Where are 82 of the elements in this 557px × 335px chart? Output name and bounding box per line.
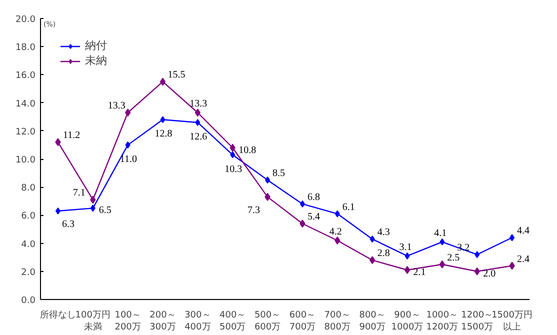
point <box>404 266 410 274</box>
data-label: 12.6 <box>190 131 208 142</box>
x-tick-label: 300～ 400万 <box>184 310 211 332</box>
x-tick-label: 900～ 1000万 <box>391 310 424 332</box>
point <box>509 262 515 270</box>
data-label: 10.8 <box>238 144 256 156</box>
data-label: 6.1 <box>342 202 355 213</box>
point <box>334 210 340 218</box>
point <box>55 207 60 214</box>
point <box>510 234 515 242</box>
point <box>194 108 201 117</box>
x-tick-label: 800～ 900万 <box>359 310 386 332</box>
x-tick-label: 100～ 200万 <box>114 310 141 332</box>
y-tick-label: 16.0 <box>15 71 36 82</box>
x-tick-label: 200～ 300万 <box>150 310 176 332</box>
point <box>370 236 375 243</box>
point <box>474 267 480 276</box>
data-label: 7.1 <box>72 188 86 199</box>
point <box>439 260 446 268</box>
data-label: 12.8 <box>154 128 172 140</box>
point <box>230 151 236 158</box>
x-tick-label: 所得なし <box>40 310 76 320</box>
data-label: 6.5 <box>98 205 112 216</box>
data-label: 10.3 <box>224 164 242 175</box>
point <box>440 238 445 246</box>
x-tick-label: 500～ 600万 <box>254 310 281 332</box>
data-label: 4.3 <box>377 227 390 238</box>
y-tick-label: 6.0 <box>21 212 36 222</box>
data-label: 6.3 <box>62 218 74 230</box>
point <box>90 204 96 212</box>
data-label: 3.1 <box>399 242 412 253</box>
y-tick-label: 4.0 <box>21 240 36 250</box>
point <box>404 252 410 260</box>
data-label: 13.3 <box>190 98 208 110</box>
x-tick-label: 700～ 800万 <box>324 310 350 332</box>
point <box>195 118 200 126</box>
data-label: 2.4 <box>517 254 530 265</box>
point <box>160 78 166 86</box>
data-label: 2.1 <box>413 266 426 278</box>
point <box>369 256 376 264</box>
y-tick-label: 8.0 <box>21 184 36 194</box>
data-label: 11.2 <box>62 130 80 142</box>
data-label: 11.0 <box>120 154 137 165</box>
x-tick-label: 400～ 500万 <box>220 310 246 332</box>
y-tick-label: 20.0 <box>15 15 36 25</box>
y-tick-label: 14.0 <box>15 99 36 110</box>
x-tick-label: 1200～ 1500万 <box>461 310 494 332</box>
data-label: 2.0 <box>483 268 496 280</box>
x-tick-label: 1000～ 1200万 <box>426 310 458 332</box>
point <box>300 200 305 208</box>
y-tick-label: 12.0 <box>15 127 36 138</box>
point <box>55 138 61 146</box>
data-label: 7.3 <box>248 204 260 216</box>
x-tick-label: 100万円未満 <box>75 310 110 332</box>
point <box>334 236 340 244</box>
point <box>265 176 270 184</box>
data-label: 13.3 <box>108 100 126 112</box>
x-tick-label: 1500万円以上 <box>492 310 532 332</box>
point <box>474 251 480 258</box>
data-label: 4.4 <box>517 226 530 237</box>
data-label: 4.2 <box>329 226 342 238</box>
data-label: 2.5 <box>447 252 460 264</box>
y-tick-label: 18.0 <box>15 43 36 54</box>
y-tick-label: 0.0 <box>21 296 36 306</box>
data-label: 2.8 <box>377 248 390 260</box>
point <box>264 192 270 201</box>
data-label: 5.4 <box>307 212 320 223</box>
point <box>125 141 130 148</box>
point <box>300 220 306 228</box>
data-label: 8.5 <box>272 168 286 180</box>
y-tick-label: 2.0 <box>21 268 36 278</box>
y-tick-label: 10.0 <box>15 156 36 166</box>
point <box>230 144 236 152</box>
point <box>90 196 96 204</box>
point <box>160 116 166 124</box>
data-label: 15.5 <box>168 70 186 81</box>
x-tick-label: 600～ 700万 <box>289 310 316 332</box>
point <box>124 108 131 117</box>
data-label: 4.1 <box>434 228 447 239</box>
data-label: 6.8 <box>307 192 320 203</box>
legend-label: 未納 <box>85 53 107 68</box>
legend-label: 納付 <box>85 38 107 53</box>
